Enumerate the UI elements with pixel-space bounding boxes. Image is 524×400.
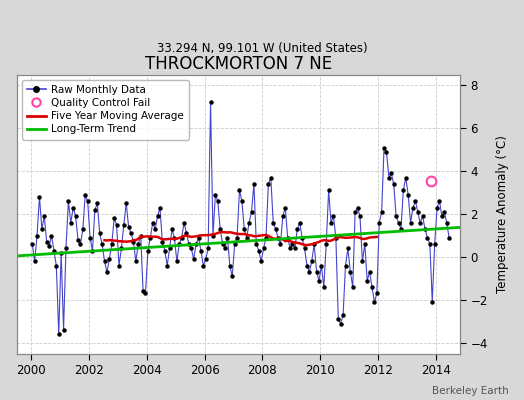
Legend: Raw Monthly Data, Quality Control Fail, Five Year Moving Average, Long-Term Tren: Raw Monthly Data, Quality Control Fail, … [22,80,189,140]
Text: 33.294 N, 99.101 W (United States): 33.294 N, 99.101 W (United States) [157,42,367,55]
Title: THROCKMORTON 7 NE: THROCKMORTON 7 NE [145,55,332,73]
Y-axis label: Temperature Anomaly (°C): Temperature Anomaly (°C) [496,135,509,293]
Text: Berkeley Earth: Berkeley Earth [432,386,508,396]
